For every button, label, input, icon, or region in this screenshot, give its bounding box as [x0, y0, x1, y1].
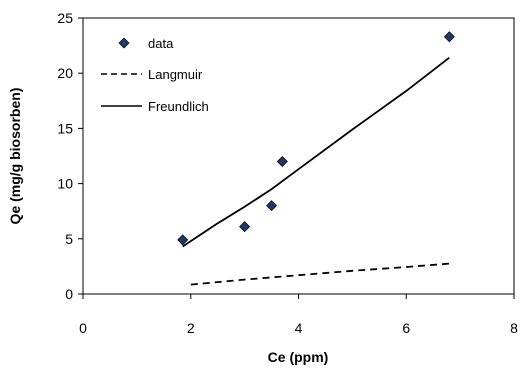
data-point	[443, 31, 455, 43]
series-line-freundlich	[182, 56, 450, 248]
x-tick-label: 2	[187, 320, 195, 336]
x-tick-label: 4	[295, 320, 303, 336]
legend-symbol-data	[118, 37, 130, 49]
data-point	[266, 200, 278, 212]
x-tick-label: 8	[510, 320, 518, 336]
y-tick-label: 20	[57, 65, 73, 81]
y-axis-ticks: 0 5 10 15 20 25	[57, 10, 83, 302]
plot-frame	[82, 17, 515, 295]
y-tick-label: 0	[65, 286, 73, 302]
data-point	[276, 156, 288, 168]
x-tick-label: 6	[402, 320, 410, 336]
series-layer	[177, 31, 455, 286]
legend: data Langmuir Freundlich	[101, 36, 209, 114]
x-tick-label: 0	[79, 320, 87, 336]
y-tick-label: 25	[57, 10, 73, 26]
data-point	[177, 234, 189, 246]
legend-label-langmuir: Langmuir	[148, 67, 203, 82]
y-axis-title: Qe (mg/g biosorben)	[7, 88, 23, 225]
y-tick-label: 5	[65, 231, 73, 247]
x-axis-ticks: 0 2 4 6 8	[79, 294, 518, 336]
series-line-langmuir	[190, 262, 450, 286]
y-tick-label: 10	[57, 176, 73, 192]
legend-label-data: data	[148, 36, 174, 51]
x-axis-title: Ce (ppm)	[268, 349, 329, 365]
legend-label-freundlich: Freundlich	[148, 99, 209, 114]
data-point	[239, 221, 251, 233]
y-tick-label: 15	[57, 120, 73, 136]
